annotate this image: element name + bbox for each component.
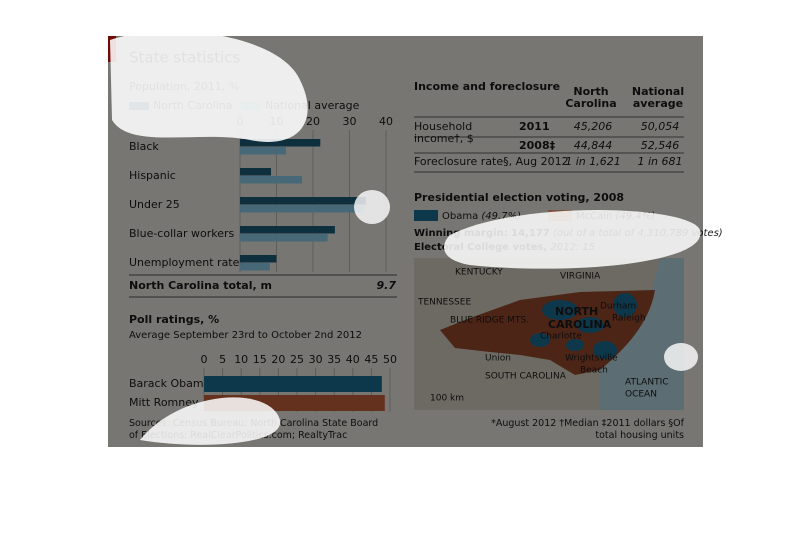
title: State statistics (129, 49, 241, 67)
margin: Winning margin: 14,177 (out of a total o… (414, 228, 723, 239)
y-tick-label: Barack Obama (129, 377, 210, 390)
map-label: BLUE RIDGE MTS. (450, 316, 529, 326)
x-tick-label: 50 (383, 353, 397, 366)
map-label: CAROLINA (548, 318, 612, 331)
year-label: 2011 (519, 120, 550, 133)
map-label: Raleigh (612, 314, 646, 324)
row-label: Household income†, $ (414, 120, 474, 145)
bar (240, 176, 303, 184)
map-label: TENNESSEE (417, 298, 471, 308)
total-value: 9.7 (377, 279, 397, 292)
year-label: 2008‡ (519, 139, 556, 152)
total-label: North Carolina total, m (129, 279, 272, 292)
brand-tag (108, 36, 116, 62)
y-tick-label: Black (129, 140, 159, 153)
electoral: Electoral College votes, 2012: 15 (414, 242, 595, 253)
map-title: Presidential election voting, 2008 (414, 191, 624, 204)
x-tick-label: 40 (346, 353, 360, 366)
chart-subtitle: Average September 23rd to October 2nd 20… (129, 330, 362, 341)
legend-swatch (548, 210, 572, 221)
legend-swatch (241, 102, 261, 110)
x-tick-label: 20 (306, 115, 320, 128)
legend-label: Obama (49.7%) (442, 211, 521, 222)
y-tick-label: Unemployment rate* (129, 256, 245, 269)
x-tick-label: 0 (237, 115, 244, 128)
bar (240, 263, 270, 271)
legend-swatch (129, 102, 149, 110)
map-label: Charlotte (540, 332, 582, 342)
x-tick-label: 5 (219, 353, 226, 366)
map-label: SOUTH CAROLINA (485, 372, 567, 382)
cell: 52,546 (641, 139, 680, 152)
chart-title: Poll ratings, % (129, 313, 219, 326)
column-header: National average (631, 85, 685, 110)
electoral-note: 2012: 15 (550, 242, 595, 253)
bar (240, 147, 286, 155)
bar (240, 234, 328, 242)
legend-name: Obama (442, 211, 478, 222)
x-tick-label: 45 (364, 353, 378, 366)
legend-share: (49.4%) (616, 211, 656, 222)
map-label: Union (485, 354, 511, 364)
cell: 1 in 681 (637, 155, 682, 168)
x-tick-label: 0 (201, 353, 208, 366)
bar (240, 255, 277, 263)
electoral-label: Electoral College votes, (414, 242, 547, 253)
cell: 45,206 (574, 120, 613, 133)
cell: 1 in 1,621 (565, 155, 621, 168)
y-tick-label: Mitt Romney (129, 396, 199, 409)
map-label: 100 km (430, 394, 464, 404)
map-label: VIRGINIA (560, 272, 601, 282)
y-tick-label: Hispanic (129, 169, 176, 182)
margin-note: (out of a total of 4,310,789 votes) (553, 228, 723, 239)
sources: Sources: Census Bureau; North Carolina S… (129, 418, 379, 441)
x-tick-label: 15 (253, 353, 267, 366)
bar (240, 197, 366, 205)
margin-label: Winning margin: 14,177 (414, 228, 550, 239)
table-title: Income and foreclosure (414, 80, 560, 93)
legend-swatch (414, 210, 438, 221)
x-tick-label: 25 (290, 353, 304, 366)
map-label: NORTH (555, 305, 598, 318)
chart-subtitle: Population, 2011, % (129, 80, 239, 93)
legend-name: McCain (576, 211, 612, 222)
x-tick-label: 30 (343, 115, 357, 128)
map-label: Beach (580, 366, 608, 376)
cell: 50,054 (641, 120, 680, 133)
x-tick-label: 20 (271, 353, 285, 366)
legend-share: (49.7%) (481, 211, 521, 222)
x-tick-label: 35 (327, 353, 341, 366)
x-tick-label: 40 (379, 115, 393, 128)
bar (240, 205, 365, 213)
cell: 44,844 (574, 139, 613, 152)
bar (240, 139, 321, 147)
map-label: Wrightsville (565, 354, 618, 364)
map-label: OCEAN (625, 390, 657, 400)
footnotes: *August 2012 †Median ‡2011 dollars §Of t… (491, 418, 684, 441)
bar (240, 226, 335, 234)
bar (204, 376, 382, 392)
map-label: Durham (600, 302, 636, 312)
x-tick-label: 10 (234, 353, 248, 366)
legend-label: National average (265, 99, 360, 112)
x-tick-label: 30 (309, 353, 323, 366)
bar (204, 395, 385, 411)
map-label: ATLANTIC (625, 378, 669, 388)
y-tick-label: Under 25 (129, 198, 180, 211)
legend-label: McCain (49.4%) (576, 211, 655, 222)
map-label: KENTUCKY (455, 268, 503, 278)
y-tick-label: Blue-collar workers (129, 227, 234, 240)
bar (240, 168, 272, 176)
row-label: Foreclosure rate§, Aug 2012 (414, 155, 569, 168)
x-tick-label: 10 (270, 115, 284, 128)
legend-label: North Carolina (153, 99, 233, 112)
column-header: North Carolina (565, 85, 617, 110)
